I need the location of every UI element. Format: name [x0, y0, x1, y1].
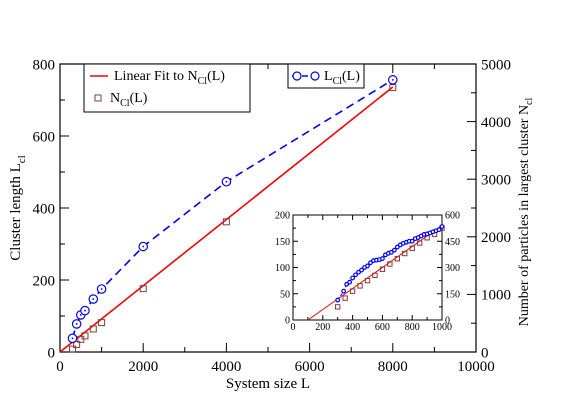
inset-cluster-length-marker [436, 227, 442, 233]
inset-particle-count-marker [416, 240, 423, 246]
cluster-length-marker-dot [92, 298, 95, 300]
inset-x-tick-label: 400 [345, 322, 360, 333]
particle-count-marker [68, 345, 76, 353]
inset-particle-count-marker [387, 261, 393, 267]
legend-box [83, 63, 251, 113]
cluster-length-marker-dot [225, 180, 228, 183]
inset-y-tick-label: 150 [275, 237, 290, 248]
y-right-axis-title: Number of particles in largest cluster N… [517, 97, 535, 326]
cluster-length-marker-dot [100, 288, 103, 290]
inset-particle-count-marker [372, 272, 378, 279]
inset-y-tick-label: 100 [275, 263, 290, 274]
y-axis-title: Cluster length Lcl [8, 155, 28, 260]
inset-cluster-length-marker [365, 263, 370, 269]
legend-length-label: LCl(L) [324, 69, 360, 87]
cluster-length-marker-dot [84, 309, 86, 312]
x-tick-label: 0 [56, 359, 64, 375]
inset-cluster-length-marker [353, 272, 358, 278]
y-tick-label: 800 [33, 57, 56, 73]
inset-cluster-length-marker [347, 279, 353, 285]
inset-y-right-tick-label: 600 [445, 211, 460, 222]
inset-cluster-length-marker [344, 281, 350, 287]
inset-cluster-length-marker [350, 275, 356, 281]
inset-cluster-length-marker [394, 244, 400, 250]
x-axis-title: System size L [226, 376, 310, 392]
inset-y-tick-label: 0 [285, 316, 290, 327]
inset-y-right-tick-label: 0 [445, 316, 450, 327]
inset-cluster-length-marker [356, 269, 361, 275]
y-right-tick-label: 0 [481, 345, 489, 361]
inset-x-tick-label: 800 [405, 322, 420, 333]
particle-count-marker [73, 341, 81, 349]
y-right-tick-label: 2000 [481, 230, 511, 246]
inset-y-right-tick-label: 150 [445, 289, 460, 300]
inset-cluster-length-marker [439, 224, 445, 229]
particle-count-marker [81, 332, 89, 340]
inset-cluster-length-marker [335, 297, 341, 303]
legend-count-label: NCl(L) [110, 91, 148, 109]
inset-particle-count-marker [357, 283, 363, 289]
inset-cluster-length-marker [359, 267, 364, 273]
x-tick-label: 8000 [378, 359, 408, 375]
particle-count-marker [98, 319, 106, 327]
legend-length-marker [292, 71, 302, 81]
cluster-length-marker-dot [391, 78, 394, 81]
inset-x-tick-label: 600 [375, 322, 390, 333]
x-tick-label: 10000 [457, 359, 495, 375]
cluster-length-marker-dot [142, 245, 145, 248]
y-tick-label: 200 [33, 273, 56, 289]
inset-cluster-length-marker [368, 260, 373, 266]
y-right-tick-label: 1000 [481, 288, 511, 304]
inset-cluster-length-marker [388, 249, 394, 255]
inset-x-tick-label: 0 [291, 322, 296, 333]
inset-y-right-tick-label: 300 [445, 263, 460, 274]
y-right-tick-label: 4000 [481, 115, 511, 131]
particle-count-marker [139, 285, 147, 293]
y-right-tick-label: 5000 [481, 57, 511, 73]
inset-x-tick-label: 1000 [432, 322, 452, 333]
cluster-length-marker-dot [79, 314, 82, 316]
fit-line [59, 86, 394, 353]
legend-fit-label: Linear Fit to NCl(L) [114, 69, 225, 87]
inset-y-tick-label: 50 [280, 289, 290, 300]
x-tick-label: 6000 [295, 359, 325, 375]
particle-count-marker [222, 218, 230, 226]
inset-particle-count-marker [364, 277, 371, 284]
x-tick-label: 2000 [128, 359, 158, 375]
inset-y-tick-label: 200 [275, 211, 290, 222]
particle-count-marker [89, 325, 97, 333]
inset-y-right-tick-label: 450 [445, 237, 460, 248]
y-tick-label: 400 [33, 201, 56, 217]
inset-cluster-length-marker [341, 288, 347, 294]
inset-particle-count-marker [394, 256, 401, 262]
y-tick-label: 600 [33, 129, 56, 145]
inset-x-tick-label: 200 [315, 322, 330, 333]
legend-count-swatch [94, 94, 102, 102]
x-tick-label: 4000 [211, 359, 241, 375]
inset-particle-count-marker [379, 266, 386, 272]
legend: Linear Fit to NCl(L) NCl(L) LCl(L) [83, 63, 365, 113]
inset-particle-count-marker [342, 295, 348, 301]
cluster-length-marker-dot [71, 337, 74, 340]
inset-particle-count-marker [349, 288, 356, 294]
inset-particle-count-marker [335, 304, 341, 310]
inset-cluster-length-marker [380, 256, 385, 261]
inset-plot: 0 200 400 600 800 100005010015020001503004506… [275, 211, 460, 334]
inset-cluster-length-marker [391, 247, 397, 253]
y-right-tick-label: 3000 [481, 172, 511, 188]
inset-cluster-length-marker [409, 238, 415, 244]
legend-length-marker [310, 71, 320, 81]
cluster-length-marker-dot [75, 323, 78, 325]
inset-particle-count-marker [409, 245, 415, 251]
inset-particle-count-marker [402, 250, 408, 257]
y-tick-label: 0 [48, 345, 56, 361]
